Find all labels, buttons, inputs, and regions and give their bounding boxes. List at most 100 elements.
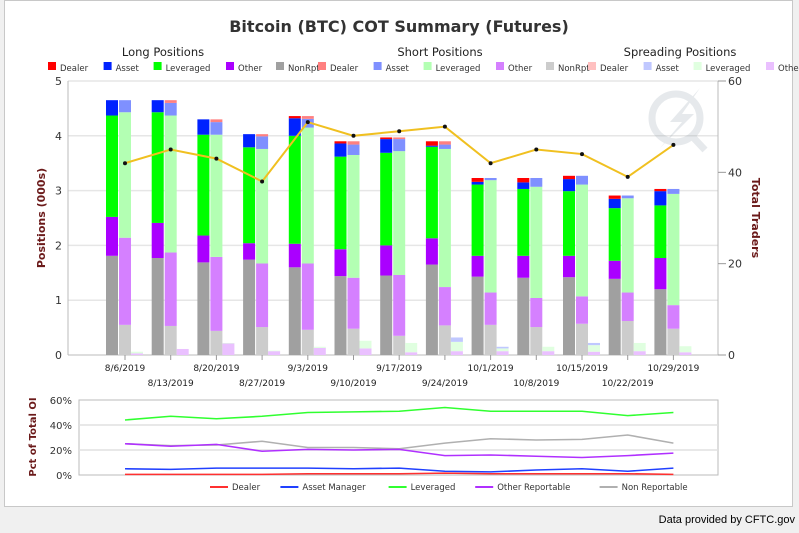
legend-label: Other — [238, 64, 263, 74]
y-tick-label: 4 — [55, 130, 62, 143]
bar-long-other — [517, 255, 530, 278]
bar-long-asset — [288, 118, 301, 136]
bar-short-other — [530, 298, 543, 328]
bar-long-other — [608, 260, 621, 279]
lightning-icon — [660, 88, 700, 148]
total-traders-point — [351, 133, 356, 138]
bar-long-other — [563, 255, 575, 278]
bar-short-nonrpt — [438, 325, 451, 355]
bar-long-nonrpt — [288, 267, 301, 355]
legend-swatch-spreading-dealer — [588, 62, 596, 70]
bar-short-other — [119, 237, 131, 325]
bar-long-asset — [334, 143, 347, 157]
bar-long-leveraged — [608, 208, 621, 261]
bar-spreading-leveraged — [542, 346, 555, 352]
bar-short-other — [621, 292, 634, 322]
bar-short-leveraged — [667, 193, 680, 306]
y2-tick-label: 20 — [728, 258, 742, 271]
y-tick-label: 1 — [55, 294, 62, 307]
x-tick-label: 10/8/2019 — [513, 379, 559, 389]
pct-series-non-reportable — [124, 434, 674, 450]
bar-long-dealer — [288, 116, 301, 119]
bar-short-asset — [621, 195, 634, 199]
bar-spreading-other — [405, 352, 418, 355]
bar-short-asset — [438, 144, 451, 149]
bar-short-other — [393, 274, 406, 336]
bar-long-leveraged — [425, 146, 438, 239]
bar-long-nonrpt — [151, 258, 164, 355]
legend-label: Leveraged — [706, 64, 751, 74]
bar-long-dealer — [471, 177, 484, 182]
total-traders-point — [397, 129, 402, 134]
watermark-logo — [648, 88, 708, 153]
bar-long-other — [380, 245, 393, 276]
bar-long-asset — [380, 139, 393, 153]
bar-long-asset — [471, 181, 484, 185]
bar-short-nonrpt — [530, 327, 543, 355]
legend-label: Asset — [116, 64, 140, 74]
legend-swatch-long-leveraged — [153, 62, 162, 70]
pct-y-tick-label: 60% — [50, 396, 72, 407]
bar-short-nonrpt — [621, 321, 634, 355]
pct-legend-label: Other Reportable — [497, 483, 570, 493]
pct-legend-label: Leveraged — [411, 483, 456, 493]
y-axis-label: Positions (000s) — [35, 168, 48, 268]
bar-long-dealer — [517, 177, 530, 183]
legend-swatch-short-nonrpt — [546, 62, 554, 70]
pct-series-dealer — [125, 472, 674, 476]
bar-short-dealer — [347, 141, 360, 145]
bar-short-asset — [667, 188, 680, 194]
y2-axis-label: Total Traders — [749, 178, 762, 259]
x-tick-label: 10/29/2019 — [647, 364, 699, 374]
bar-long-nonrpt — [197, 262, 210, 355]
legend-swatch-short-dealer — [318, 62, 326, 70]
bar-long-other — [654, 258, 667, 290]
x-tick-label: 9/3/2019 — [288, 364, 329, 374]
bar-long-leveraged — [380, 152, 393, 246]
legend-label: Dealer — [330, 64, 359, 74]
bar-long-asset — [563, 179, 575, 192]
pct-legend-label: Dealer — [232, 483, 261, 493]
pct-y-tick-label: 20% — [50, 446, 72, 457]
bar-spreading-leveraged — [268, 350, 281, 352]
bar-short-other — [347, 277, 360, 329]
legend-swatch-spreading-leveraged — [693, 62, 702, 70]
bar-long-leveraged — [243, 147, 256, 244]
pct-y-tick-label: 40% — [50, 421, 72, 432]
bar-short-nonrpt — [576, 323, 588, 355]
bar-short-other — [484, 292, 497, 325]
y-tick-label: 5 — [55, 75, 62, 88]
bar-short-asset — [576, 175, 588, 185]
legend-swatch-spreading-asset — [643, 62, 652, 70]
bar-short-leveraged — [484, 180, 497, 293]
x-tick-label: 8/13/2019 — [148, 379, 194, 389]
bar-long-leveraged — [654, 205, 667, 259]
bar-short-asset — [210, 122, 223, 135]
bar-short-dealer — [393, 137, 406, 140]
y-tick-label: 0 — [55, 349, 62, 362]
data-credit: Data provided by CFTC.gov — [658, 514, 795, 526]
bar-spreading-leveraged — [588, 345, 600, 352]
total-traders-point — [580, 152, 584, 157]
bar-spreading-leveraged — [679, 346, 692, 353]
total-traders-point — [488, 161, 493, 166]
total-traders-point — [168, 147, 173, 152]
bar-long-leveraged — [197, 134, 210, 236]
y2-tick-label: 40 — [728, 166, 742, 179]
pct-series-other-reportable — [124, 442, 674, 459]
legend-group-title: Spreading Positions — [624, 45, 737, 59]
bar-short-nonrpt — [393, 335, 406, 355]
bar-long-leveraged — [288, 135, 301, 244]
bar-short-nonrpt — [256, 327, 269, 355]
bar-spreading-other — [496, 351, 509, 355]
bar-short-leveraged — [621, 198, 634, 293]
bar-short-dealer — [164, 100, 177, 103]
y2-tick-label: 60 — [728, 75, 742, 88]
bar-long-nonrpt — [334, 276, 347, 355]
bar-spreading-other — [679, 352, 692, 355]
x-tick-label: 9/24/2019 — [422, 379, 468, 389]
legend-label: Leveraged — [436, 64, 481, 74]
bar-spreading-leveraged — [496, 348, 509, 352]
total-traders-point — [305, 120, 310, 125]
bar-long-asset — [425, 145, 438, 147]
